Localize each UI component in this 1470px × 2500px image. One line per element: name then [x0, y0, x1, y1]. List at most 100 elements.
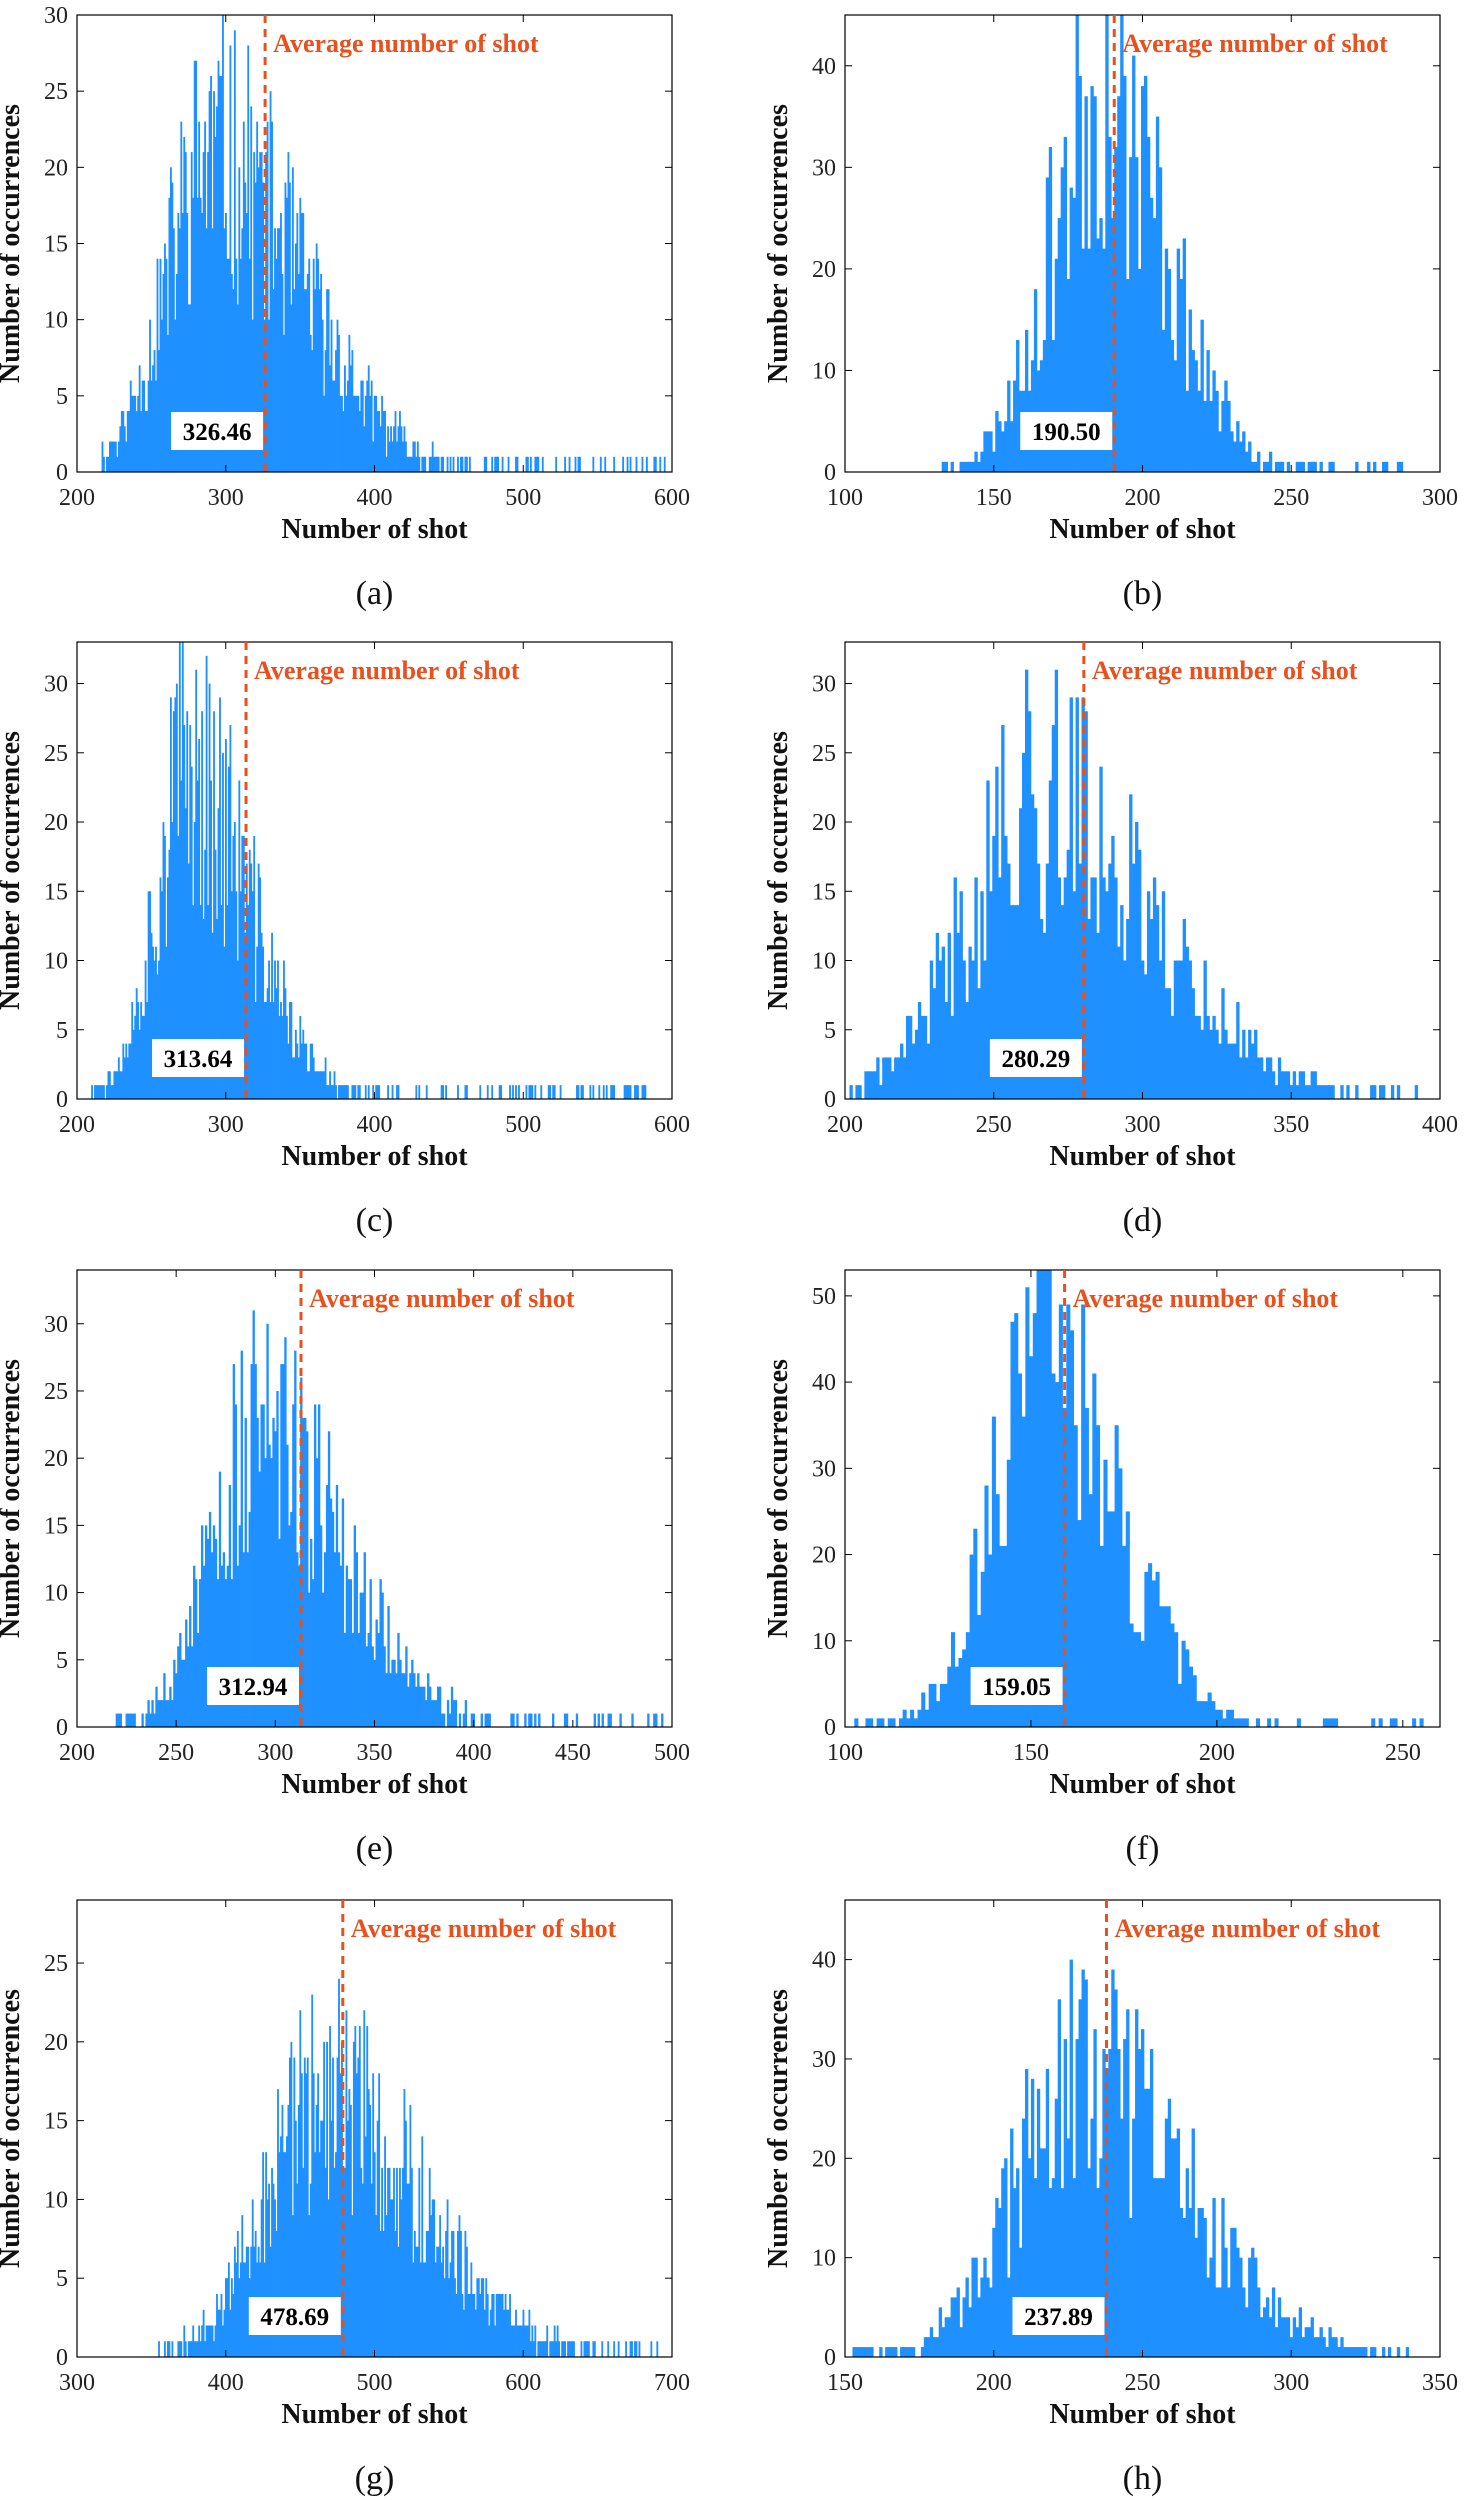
histogram-bar: [1316, 2337, 1320, 2357]
histogram-bar: [450, 1686, 454, 1727]
histogram-bar: [965, 1002, 969, 1099]
histogram-bar: [483, 2309, 486, 2357]
histogram-bar: [204, 1525, 208, 1727]
histogram-bar: [601, 1713, 604, 1727]
histogram-bar: [364, 1085, 367, 1099]
histogram-bar: [876, 1057, 880, 1099]
x-tick-label: 150: [1013, 1740, 1049, 1766]
histogram-bar: [1313, 1071, 1317, 1099]
panel-caption: (g): [355, 2460, 395, 2497]
histogram-bar: [555, 2341, 558, 2357]
histogram-bar: [317, 1071, 320, 1099]
histogram-bar: [332, 2057, 334, 2357]
histogram-bar: [326, 2041, 328, 2357]
histogram-bar: [159, 1700, 162, 1727]
histogram-bar: [296, 2183, 299, 2357]
histogram-bar: [1132, 2118, 1136, 2357]
histogram-bar: [333, 380, 336, 472]
histogram-bar: [494, 456, 497, 472]
histogram-bar: [415, 1686, 418, 1727]
histogram-bar: [1286, 461, 1291, 472]
histogram-bar: [338, 1978, 340, 2357]
histogram-bar: [397, 1632, 400, 1727]
histogram-bar: [980, 451, 984, 472]
histogram-bar: [1316, 1085, 1320, 1099]
histogram-bar: [311, 1043, 314, 1099]
histogram-bar: [950, 461, 954, 472]
histogram-bar: [1069, 697, 1073, 1099]
histogram-bar: [1057, 877, 1062, 1099]
histogram-bar: [1349, 2347, 1353, 2357]
histogram-bar: [1237, 1718, 1242, 1727]
histogram-bar: [216, 2293, 218, 2357]
histogram-bar: [178, 228, 181, 472]
histogram-bar: [1048, 147, 1053, 472]
histogram-bar: [214, 1538, 218, 1727]
histogram-bar: [1271, 1071, 1276, 1099]
x-axis-label: Number of shot: [281, 1141, 468, 1172]
histogram-bars: [101, 15, 666, 473]
histogram-bar: [242, 121, 245, 472]
histogram-bar: [103, 456, 105, 472]
histogram-bar: [1078, 75, 1082, 473]
histogram-bar: [235, 2262, 238, 2357]
histogram-bar: [1099, 218, 1103, 472]
histogram-bars: [941, 15, 1404, 473]
histogram-bar: [260, 1404, 263, 1727]
histogram-bar: [266, 1323, 269, 1727]
histogram-bar: [424, 2262, 427, 2357]
histogram-bar: [210, 2325, 212, 2357]
histogram-bar: [480, 1713, 483, 1727]
histogram-bar: [498, 2293, 501, 2357]
histogram-bar: [617, 2341, 620, 2357]
histogram-bar: [315, 2104, 318, 2357]
histogram-bar: [131, 1002, 134, 1099]
histogram-bar: [470, 1713, 474, 1727]
histogram-bar: [1191, 350, 1195, 472]
histogram-bar: [989, 431, 993, 472]
histogram-bar: [1174, 1632, 1179, 1727]
histogram-bar: [556, 2325, 559, 2357]
histogram-bar: [208, 1511, 212, 1727]
histogram-bar: [540, 1085, 543, 1099]
histogram-bar: [611, 1085, 614, 1099]
histogram-bar: [1010, 905, 1014, 1099]
histogram-bar: [1013, 2188, 1017, 2357]
histogram-bar: [140, 411, 143, 472]
histogram-bar: [1173, 960, 1178, 1099]
histogram-bar: [97, 1085, 99, 1099]
histogram-bar: [995, 1494, 1000, 1727]
histogram-bar: [544, 2341, 547, 2357]
histogram-bar: [1379, 1085, 1383, 1099]
histogram-bar: [309, 1043, 312, 1099]
histogram-bar: [100, 1085, 102, 1099]
histogram-bar: [286, 1444, 289, 1727]
histogram-bar: [879, 2347, 883, 2357]
histogram-bar: [452, 1700, 456, 1727]
histogram-bar: [135, 988, 138, 1099]
panel-caption: (e): [356, 1830, 394, 1867]
histogram-bar: [525, 1085, 528, 1099]
histogram-bar: [1117, 96, 1121, 473]
y-tick-label: 20: [44, 810, 68, 836]
histogram-bar: [251, 2199, 254, 2357]
histogram-bar: [149, 319, 151, 472]
histogram-bar: [988, 1554, 993, 1727]
histogram-bar: [1367, 461, 1371, 472]
histogram-bar: [1244, 1718, 1249, 1727]
histogram-bar: [576, 1085, 578, 1099]
histogram-bar: [634, 2341, 636, 2357]
histogram-bar: [351, 1085, 354, 1099]
histogram-bar: [342, 2167, 345, 2357]
histogram-bar: [501, 456, 504, 472]
histogram-bar: [373, 1659, 376, 1727]
histogram-bar: [201, 2325, 204, 2357]
histogram-bar: [179, 1632, 182, 1727]
histogram-bar: [385, 2215, 388, 2357]
histogram-bar: [150, 932, 153, 1099]
y-tick-label: 0: [56, 1087, 68, 1113]
y-tick-label: 10: [812, 949, 836, 975]
histogram-bar: [965, 461, 969, 472]
histogram-bar: [271, 932, 273, 1099]
histogram-bar: [504, 2293, 507, 2357]
